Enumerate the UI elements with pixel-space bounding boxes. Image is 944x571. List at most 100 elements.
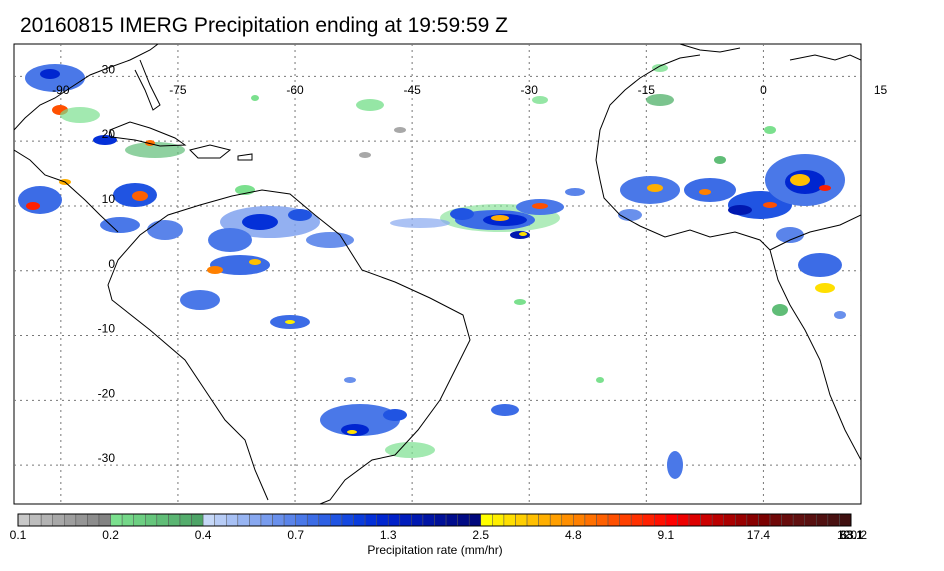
- lat-tick-label: 30: [102, 62, 116, 76]
- lon-tick-label: 0: [760, 83, 767, 97]
- colorbar-swatch: [422, 513, 435, 527]
- colorbar-swatch: [387, 513, 401, 527]
- precipitation-field: [18, 64, 846, 479]
- colorbar-swatch: [64, 513, 77, 527]
- colorbar-swatch: [746, 513, 759, 527]
- colorbar-swatch: [492, 513, 505, 527]
- lat-tick-label: 10: [102, 192, 116, 206]
- colorbar-swatch: [399, 513, 412, 527]
- colorbar-swatch: [110, 513, 123, 527]
- colorbar-swatch: [98, 513, 111, 527]
- precip-cluster-west-africa: [618, 154, 846, 319]
- lon-tick-label: -75: [169, 83, 187, 97]
- colorbar-swatch: [295, 513, 308, 527]
- colorbar-tick-label: 4.8: [565, 528, 582, 542]
- colorbar-swatch: [735, 513, 748, 527]
- colorbar-swatch: [677, 513, 690, 527]
- colorbar-swatch: [630, 513, 643, 527]
- colorbar-swatch: [468, 513, 482, 527]
- colorbar-swatch: [87, 513, 100, 527]
- colorbar-swatch: [156, 513, 169, 527]
- lon-tick-label: -30: [521, 83, 539, 97]
- page-title: 20160815 IMERG Precipitation ending at 1…: [20, 14, 508, 37]
- colorbar-swatch: [133, 513, 146, 527]
- colorbar-swatch: [29, 513, 42, 527]
- colorbar-swatch: [792, 513, 805, 527]
- coastline-florida: [134, 59, 161, 111]
- colorbar-swatch: [121, 513, 134, 527]
- colorbar-tick-label: 0.1: [10, 528, 27, 542]
- coastline-cuba: [109, 121, 187, 147]
- colorbar-swatch: [654, 513, 667, 527]
- precip-cluster-south-america-south: [320, 377, 683, 479]
- colorbar-swatch: [526, 513, 539, 527]
- colorbar-swatch: [561, 513, 574, 527]
- coastline-hispaniola: [189, 144, 232, 159]
- colorbar-tick-label: 0.7: [287, 528, 304, 542]
- colorbar-swatch: [480, 513, 493, 527]
- coastline-africa: [595, 54, 861, 461]
- colorbar-swatch: [202, 513, 215, 527]
- lat-tick-label: 0: [108, 257, 115, 271]
- colorbar-swatch: [249, 513, 262, 527]
- lon-tick-label: -45: [403, 83, 421, 97]
- colorbar-swatch: [723, 513, 736, 527]
- colorbar-swatches: [17, 513, 852, 527]
- colorbar-swatch: [619, 513, 632, 527]
- colorbar-swatch: [40, 513, 53, 527]
- colorbar-tick-label: 1.3: [380, 528, 397, 542]
- colorbar-tick-label: 0.4: [195, 528, 212, 542]
- colorbar-swatch: [515, 513, 528, 527]
- lat-tick-label: -30: [98, 451, 116, 465]
- colorbar-swatch: [272, 513, 285, 527]
- axis-labels: -90 -75 -60 -45 -30 -15 0 15 30 20 10 0 -10 -20 -30: [52, 62, 887, 465]
- map-frame: [13, 43, 862, 505]
- coastline-puerto-rico: [237, 153, 253, 161]
- colorbar-swatch: [758, 513, 771, 527]
- colorbar-tick-label: 120.2: [837, 528, 867, 542]
- colorbar-swatch: [769, 513, 782, 527]
- colorbar-tick-label: 9.1: [658, 528, 675, 542]
- colorbar-swatch: [781, 513, 794, 527]
- colorbar-swatch: [364, 513, 377, 527]
- colorbar-swatch: [75, 513, 88, 527]
- precip-cluster-caribbean: [18, 64, 185, 233]
- colorbar-swatch: [434, 513, 447, 527]
- colorbar-swatch: [330, 513, 343, 527]
- colorbar-swatch: [191, 513, 204, 527]
- lon-tick-label: -90: [52, 83, 70, 97]
- precip-scattered: [235, 64, 788, 383]
- colorbar-swatch: [353, 513, 366, 527]
- colorbar-swatch: [214, 513, 227, 527]
- lon-tick-label: 15: [874, 83, 888, 97]
- colorbar-tick-label: 17.4: [747, 528, 771, 542]
- colorbar-tick-label: 2.5: [472, 528, 489, 542]
- colorbar-swatch: [596, 513, 609, 527]
- colorbar-swatch: [584, 513, 597, 527]
- lat-tick-label: -10: [98, 322, 116, 336]
- colorbar-swatch: [816, 513, 829, 527]
- coastline-europe: [679, 44, 861, 61]
- colorbar-swatch: [445, 513, 458, 527]
- lat-tick-label: 20: [102, 127, 116, 141]
- colorbar-swatch: [283, 513, 296, 527]
- graticule: [14, 44, 861, 504]
- colorbar-swatch: [260, 513, 273, 527]
- colorbar-swatch: [318, 513, 331, 527]
- coastlines: [14, 44, 861, 504]
- colorbar-swatch: [168, 513, 181, 527]
- colorbar-swatch: [411, 513, 424, 527]
- colorbar-swatch: [573, 513, 586, 527]
- lon-tick-label: -15: [638, 83, 656, 97]
- precip-cluster-itcz: [390, 188, 585, 239]
- colorbar-swatch: [17, 513, 30, 527]
- colorbar-swatch: [700, 513, 713, 527]
- colorbar-tick-labels: 0.1 0.2 0.4 0.7 1.3 2.5 4.8 9.1 17.4 33.163.1120.…: [10, 528, 868, 542]
- lat-tick-label: -20: [98, 386, 116, 400]
- colorbar-swatch: [52, 513, 65, 527]
- colorbar-swatch: [376, 513, 389, 527]
- colorbar-swatch: [538, 513, 551, 527]
- lon-tick-label: -60: [286, 83, 304, 97]
